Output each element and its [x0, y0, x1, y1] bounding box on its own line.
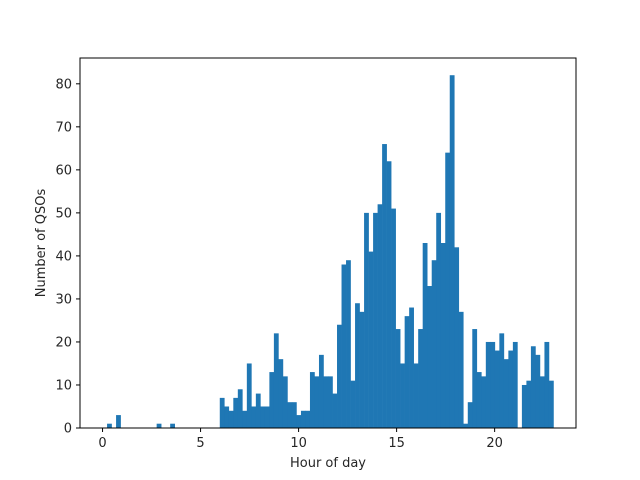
histogram-bar [485, 341, 491, 428]
histogram-bar [472, 329, 478, 428]
histogram-bar [413, 363, 419, 428]
histogram-bar [228, 410, 234, 428]
histogram-bar [255, 393, 261, 428]
y-tick-label: 30 [55, 292, 72, 307]
histogram-bar [264, 406, 270, 428]
histogram-bar [404, 316, 410, 428]
histogram-bar [503, 359, 509, 428]
histogram-bar [395, 329, 401, 428]
histogram-bar [445, 152, 451, 428]
y-tick-label: 70 [55, 120, 72, 135]
histogram-bar [386, 161, 392, 428]
histogram-bar [535, 354, 541, 428]
histogram-bar [431, 260, 437, 428]
y-tick-label: 50 [55, 206, 72, 221]
histogram-bar [364, 212, 369, 428]
x-axis-label: Hour of day [290, 456, 366, 471]
histogram-bar [463, 423, 469, 428]
histogram-bar [156, 423, 162, 428]
histogram-bar [332, 393, 338, 428]
y-tick-label: 10 [55, 378, 72, 393]
histogram-bar [391, 208, 396, 428]
x-tick-label: 5 [196, 436, 204, 451]
histogram-bar [449, 75, 455, 429]
histogram-bar [436, 212, 442, 428]
x-tick-label: 15 [388, 436, 405, 451]
histogram-bar [539, 376, 545, 428]
histogram-bar [107, 423, 112, 428]
histogram-bar [499, 333, 505, 428]
histogram-bar [427, 286, 433, 428]
y-tick-label: 40 [55, 249, 72, 264]
histogram-bar [291, 402, 297, 428]
histogram-bar [282, 376, 288, 428]
histogram-bar [400, 363, 405, 428]
histogram-bar [273, 333, 279, 428]
x-tick-label: 0 [98, 436, 106, 451]
histogram-bar [481, 376, 487, 428]
y-tick-label: 20 [55, 335, 72, 350]
histogram-bar [409, 307, 414, 428]
histogram-bar [548, 380, 554, 428]
histogram-bar [314, 376, 320, 428]
histogram-bar [377, 204, 383, 428]
histogram-bar [530, 346, 536, 428]
histogram-bar [328, 376, 333, 428]
histogram-bar [418, 329, 423, 428]
histogram-bar [467, 402, 473, 428]
histogram-bar [318, 354, 324, 428]
histogram-bar [170, 423, 175, 428]
histogram-bar [260, 406, 266, 428]
y-tick-label: 0 [64, 422, 72, 437]
histogram-bar [323, 376, 329, 428]
y-tick-label: 60 [55, 163, 72, 178]
x-tick-label: 20 [486, 436, 503, 451]
histogram-bar [458, 311, 464, 428]
histogram-bar [355, 303, 360, 428]
histogram-bar [309, 372, 315, 428]
histogram-bar [246, 363, 252, 428]
histogram-bar [422, 243, 428, 428]
histogram-bar [490, 341, 496, 428]
x-axis-ticks: 0 5 10 15 20 [98, 428, 503, 451]
histogram-bar [251, 406, 257, 428]
histogram-bar [269, 372, 275, 428]
x-tick-label: 10 [290, 436, 307, 451]
histogram-bar [373, 212, 378, 428]
histogram-bar [300, 410, 306, 428]
histogram-bar [350, 380, 356, 428]
histogram-bar [287, 402, 293, 428]
histogram-bar [116, 415, 121, 428]
histogram-bar [512, 341, 518, 428]
y-tick-label: 80 [55, 77, 72, 92]
bars-group [107, 75, 554, 429]
histogram-bar [296, 415, 302, 428]
histogram-bar [233, 397, 239, 428]
histogram-bar [440, 243, 446, 428]
histogram-bar [337, 324, 342, 428]
histogram-bar [359, 311, 365, 428]
histogram-bar [305, 410, 311, 428]
histogram-bar [494, 350, 500, 428]
histogram-bar [526, 380, 532, 428]
histogram-bar [346, 260, 351, 428]
histogram-bar [454, 247, 460, 428]
histogram-bar [368, 251, 374, 428]
histogram-bar [237, 389, 243, 428]
axes-frame [79, 57, 577, 429]
histogram-bar [476, 372, 482, 428]
histogram-bar [521, 384, 527, 428]
histogram-bar [224, 406, 230, 428]
y-axis-label: Number of QSOs [34, 189, 49, 298]
histogram-bar [242, 410, 248, 428]
histogram-bar [341, 264, 347, 428]
histogram-bar [219, 397, 225, 428]
histogram-bar [278, 359, 284, 428]
histogram-bar [382, 144, 387, 429]
histogram-bar [544, 341, 550, 428]
y-axis-ticks: 0 10 20 30 40 50 60 70 80 [55, 77, 80, 437]
histogram-bar [508, 350, 514, 428]
